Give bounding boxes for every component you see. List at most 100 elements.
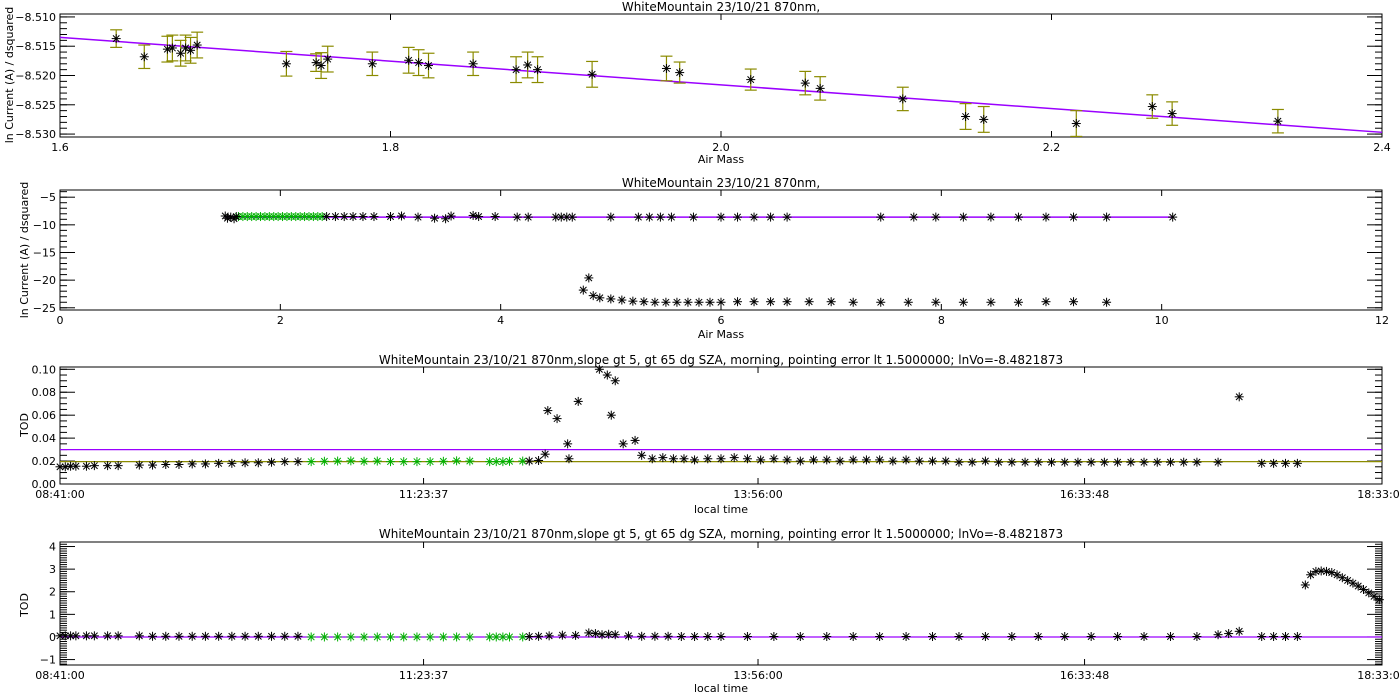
star-stroke xyxy=(201,460,209,468)
data-point-all xyxy=(1069,212,1079,222)
star-stroke xyxy=(809,456,818,464)
star-stroke xyxy=(1034,458,1042,466)
star-stroke xyxy=(648,455,656,463)
star-stroke xyxy=(1087,632,1095,641)
star-stroke xyxy=(439,457,447,465)
data-point-all xyxy=(214,458,224,468)
data-point-all xyxy=(161,631,171,641)
panel-3: WhiteMountain 23/10/21 870nm,slope gt 5,… xyxy=(18,353,1400,516)
data-point-all xyxy=(1139,632,1149,642)
data-point xyxy=(111,34,121,44)
star-stroke xyxy=(704,455,712,463)
star-stroke xyxy=(168,44,176,52)
star-stroke xyxy=(1312,567,1320,575)
star-stroke xyxy=(1014,213,1023,221)
star-stroke xyxy=(254,632,262,640)
star-stroke xyxy=(689,213,698,221)
data-point-all xyxy=(705,297,715,307)
star-stroke xyxy=(981,457,989,465)
data-point-all xyxy=(512,212,522,222)
x-tick-label: 18:33:00 xyxy=(1357,669,1400,682)
data-point-all xyxy=(875,455,885,465)
star-stroke xyxy=(750,298,758,306)
data-point-all xyxy=(666,212,676,222)
star-stroke xyxy=(466,457,474,465)
data-point-all xyxy=(552,414,562,424)
data-point-all xyxy=(766,297,776,307)
data-point-all xyxy=(227,458,237,468)
star-stroke xyxy=(1293,632,1301,641)
data-point-all xyxy=(280,631,290,641)
star-stroke xyxy=(568,213,576,221)
data-point xyxy=(468,59,478,69)
data-point-all xyxy=(187,459,197,469)
data-point xyxy=(139,52,149,62)
data-point-all xyxy=(557,630,567,640)
star-stroke xyxy=(598,631,606,639)
star-stroke xyxy=(294,632,302,640)
star-stroke xyxy=(607,411,615,419)
data-point-all xyxy=(1257,632,1267,642)
data-point-all xyxy=(958,297,968,307)
data-point-all xyxy=(544,631,554,641)
star-stroke xyxy=(1061,632,1069,641)
star-stroke xyxy=(827,298,835,306)
star-stroke xyxy=(662,64,671,73)
star-stroke xyxy=(1375,596,1383,604)
data-point-all xyxy=(474,212,484,222)
star-stroke xyxy=(747,76,755,84)
star-stroke xyxy=(1114,632,1122,641)
data-point-all xyxy=(729,453,739,463)
data-point-all xyxy=(1086,457,1096,467)
data-point-all xyxy=(733,297,743,307)
data-point-all xyxy=(1321,566,1331,576)
data-point-all xyxy=(716,297,726,307)
star-stroke xyxy=(413,633,421,641)
star-stroke xyxy=(1258,459,1266,467)
data-point-all xyxy=(1269,458,1279,468)
panel-4-ylabel: TOD xyxy=(18,593,31,618)
star-stroke xyxy=(638,451,646,459)
star-stroke xyxy=(904,298,912,306)
star-stroke xyxy=(525,632,533,641)
data-point-all xyxy=(604,629,614,639)
star-stroke xyxy=(1359,585,1368,594)
star-stroke xyxy=(651,632,659,640)
data-point-all xyxy=(848,297,858,307)
data-point-selected xyxy=(412,632,422,642)
star-stroke xyxy=(228,632,236,640)
star-stroke xyxy=(114,632,122,640)
data-point xyxy=(1273,116,1283,126)
data-point xyxy=(186,45,196,55)
star-stroke xyxy=(902,632,910,641)
data-point-all xyxy=(231,212,241,222)
data-point-all xyxy=(1292,458,1302,468)
data-point-all xyxy=(1374,595,1384,605)
star-stroke xyxy=(415,59,423,67)
data-point-all xyxy=(267,631,277,641)
data-point-selected xyxy=(319,632,329,642)
star-stroke xyxy=(574,397,582,405)
star-stroke xyxy=(544,407,552,415)
data-point-all xyxy=(835,456,845,466)
panel-4-frame xyxy=(59,541,1383,666)
star-stroke xyxy=(607,295,615,303)
data-point-all xyxy=(1060,457,1070,467)
data-point-all xyxy=(703,632,713,642)
star-stroke xyxy=(836,457,844,465)
data-point-all xyxy=(293,457,303,467)
star-stroke xyxy=(1087,458,1095,466)
star-stroke xyxy=(442,215,450,223)
star-stroke xyxy=(619,440,627,448)
y-tick-label: 0.00 xyxy=(32,478,57,491)
star-stroke xyxy=(320,633,328,641)
data-point xyxy=(979,114,989,124)
data-point-all xyxy=(1348,578,1358,588)
data-point xyxy=(815,83,825,93)
data-point-all xyxy=(293,631,303,641)
data-point-selected xyxy=(452,632,462,642)
panel-4-xlabel: local time xyxy=(694,682,748,695)
data-point-all xyxy=(958,212,968,222)
data-point xyxy=(367,59,377,69)
star-stroke xyxy=(889,457,897,465)
